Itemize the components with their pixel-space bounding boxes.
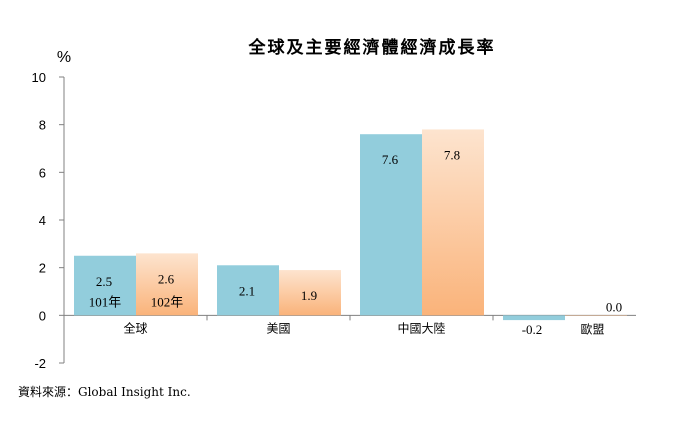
data-label: 7.6 xyxy=(382,152,399,167)
y-tick-label: 8 xyxy=(39,118,46,133)
y-tick-label: 4 xyxy=(39,213,46,228)
bar-series2 xyxy=(136,253,198,316)
y-tick-label: 10 xyxy=(32,70,46,85)
y-tick-label: 0 xyxy=(39,308,46,323)
x-category-label: 中國大陸 xyxy=(397,320,445,335)
series-label: 102年 xyxy=(151,294,184,309)
data-label: 2.5 xyxy=(96,274,112,289)
series-label: 101年 xyxy=(89,294,122,309)
bar-series2 xyxy=(422,129,484,316)
bar-series1 xyxy=(503,315,565,321)
data-label: 2.1 xyxy=(239,283,255,298)
y-tick-label: 6 xyxy=(39,165,46,180)
y-tick-label: 2 xyxy=(39,261,46,276)
axes: -2 0 2 4 6 8 10 全球 美國 中國大陸 歐盟 xyxy=(32,70,636,371)
bar-series1 xyxy=(74,255,136,316)
bar-series2 xyxy=(279,270,341,316)
data-labels: 2.5 101年 2.6 102年 2.1 1.9 7.6 7.8 -0.2 0.0 xyxy=(89,147,622,337)
data-label: -0.2 xyxy=(522,322,543,337)
y-tick-label: -2 xyxy=(34,356,46,371)
source-note: 資料來源：Global Insight Inc. xyxy=(18,385,191,399)
x-category-label: 美國 xyxy=(266,321,290,335)
data-label: 2.6 xyxy=(158,271,175,286)
bar-series2 xyxy=(565,315,627,316)
bars xyxy=(74,129,627,321)
data-label: 1.9 xyxy=(301,288,317,303)
chart-title: 全球及主要經濟體經濟成長率 xyxy=(248,37,496,58)
y-axis-unit-label: % xyxy=(57,49,71,66)
x-category-label: 歐盟 xyxy=(580,321,604,336)
bar-series1 xyxy=(217,265,279,316)
data-label: 7.8 xyxy=(444,147,460,162)
bar-series1 xyxy=(360,134,422,316)
data-label: 0.0 xyxy=(606,299,622,314)
x-category-label: 全球 xyxy=(123,320,147,335)
